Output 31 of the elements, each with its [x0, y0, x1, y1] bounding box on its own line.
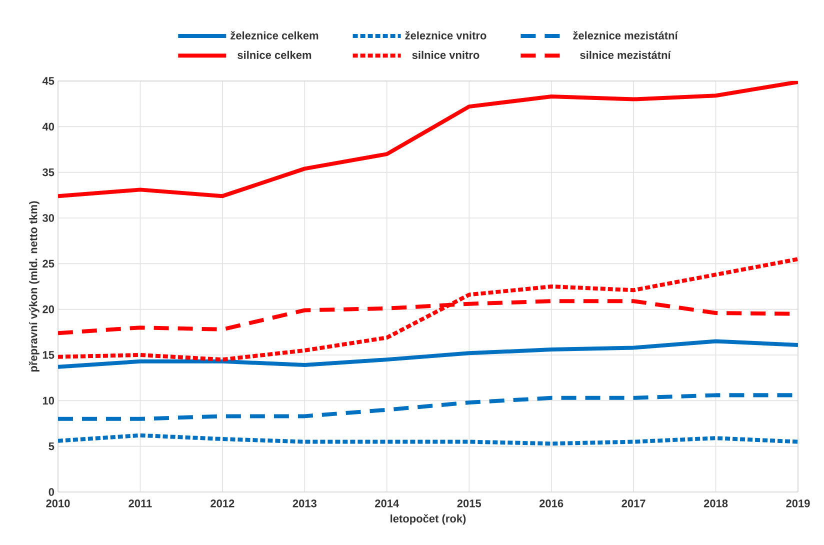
line-series [58, 339, 798, 369]
y-tick-label: 15 [42, 351, 54, 359]
legend-label: silnice celkem [238, 50, 312, 59]
y-tick-label: 10 [42, 396, 54, 405]
y-tick-label: 0 [48, 488, 54, 496]
x-tick-label: 2011 [128, 500, 152, 508]
x-tick-label: 2015 [457, 500, 482, 508]
y-tick-label: 40 [42, 122, 54, 131]
x-tick-label: 2012 [210, 500, 234, 508]
x-tick-label: 2010 [46, 500, 70, 508]
x-axis-title: letopočet (rok) [390, 514, 466, 525]
y-tick-label: 20 [42, 305, 54, 314]
x-tick-label: 2014 [375, 500, 400, 508]
legend-label: silnice vnitro [412, 50, 480, 59]
y-tick-label: 30 [42, 214, 54, 222]
legend-label: železnice vnitro [405, 31, 486, 40]
legend-label: železnice mezistátní [573, 31, 678, 40]
legend-label: silnice mezistátní [580, 50, 672, 59]
line-series [58, 257, 798, 362]
y-axis-title: přepravní výkon (mld. netto tkm) [28, 201, 40, 372]
y-tick-label: 35 [42, 168, 54, 176]
x-tick-label: 2017 [622, 500, 646, 508]
x-tick-label: 2013 [292, 500, 316, 508]
x-tick-label: 2019 [786, 500, 810, 508]
y-tick-label: 5 [48, 442, 54, 450]
line-series [58, 81, 798, 198]
y-tick-label: 25 [42, 260, 54, 268]
y-tick-label: 45 [42, 77, 54, 85]
x-tick-label: 2018 [704, 500, 728, 508]
x-tick-label: 2016 [539, 500, 564, 508]
legend-label: železnice celkem [230, 31, 318, 40]
